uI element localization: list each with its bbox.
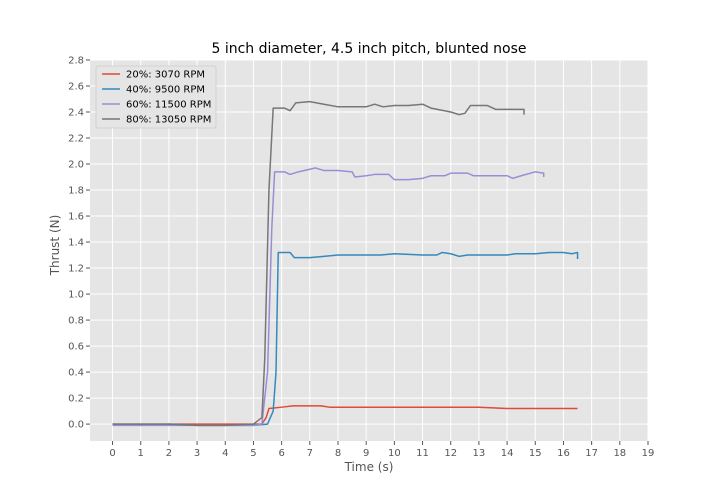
x-tick-label: 18 (613, 448, 626, 459)
y-tick-label: 1.2 (68, 264, 84, 275)
x-tick-label: 12 (444, 448, 457, 459)
chart-title: 5 inch diameter, 4.5 inch pitch, blunted… (211, 41, 526, 57)
y-tick-label: 1.6 (68, 212, 84, 223)
y-tick-label: 0.6 (68, 342, 84, 353)
x-tick-label: 15 (529, 448, 542, 459)
legend-label-3: 60%: 11500 RPM (126, 100, 211, 111)
series-line-1 (112, 405, 578, 425)
legend: 20%: 3070 RPM 40%: 9500 RPM 60%: 11500 RPM… (95, 65, 217, 129)
x-tick-label: 6 (278, 448, 284, 459)
series-line-4 (112, 100, 525, 427)
x-tick-label: 17 (585, 448, 598, 459)
y-tick-label: 1.8 (68, 186, 84, 197)
x-tick-label: 4 (222, 448, 228, 459)
y-tick-label: 0.4 (68, 368, 84, 379)
x-tick-label: 11 (416, 448, 429, 459)
y-tick-label: 2.0 (68, 160, 84, 171)
y-tick-label: 0.0 (68, 420, 84, 431)
legend-label-1: 20%: 3070 RPM (126, 70, 205, 81)
legend-label-2: 40%: 9500 RPM (126, 85, 205, 96)
x-tick-label: 0 (109, 448, 115, 459)
x-tick-label: 13 (473, 448, 486, 459)
y-axis-label: Thrust (N) (48, 215, 62, 277)
x-tick-label: 3 (194, 448, 200, 459)
x-tick-label: 8 (335, 448, 341, 459)
x-tick-label: 14 (501, 448, 514, 459)
y-tick-label: 2.6 (68, 82, 84, 93)
x-tick-label: 19 (642, 448, 655, 459)
y-tick-label: 1.0 (68, 290, 84, 301)
x-tick-label: 7 (307, 448, 313, 459)
y-tick-label: 2.2 (68, 134, 84, 145)
y-tick-label: 2.8 (68, 56, 84, 67)
y-tick-label: 2.4 (68, 108, 84, 119)
y-tick-label: 0.2 (68, 394, 84, 405)
legend-box (95, 65, 217, 129)
x-tick-label: 16 (557, 448, 570, 459)
x-tick-label: 5 (250, 448, 256, 459)
x-tick-label: 9 (363, 448, 369, 459)
x-tick-label: 1 (138, 448, 144, 459)
x-tick-label: 10 (388, 448, 401, 459)
y-tick-label: 0.8 (68, 316, 84, 327)
legend-label-4: 80%: 13050 RPM (126, 115, 211, 126)
x-tick-label: 2 (166, 448, 172, 459)
series-line-3 (112, 167, 545, 427)
y-tick-label: 1.4 (68, 238, 84, 249)
x-axis-label: Time (s) (344, 460, 394, 474)
